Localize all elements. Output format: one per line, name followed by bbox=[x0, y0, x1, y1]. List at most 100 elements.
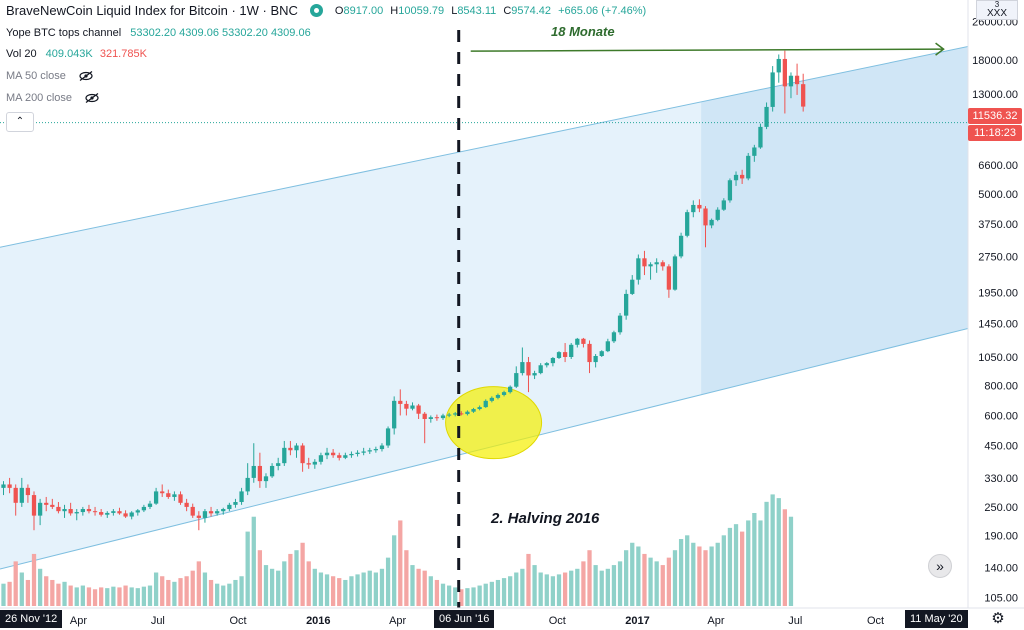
volume-bar bbox=[721, 535, 726, 606]
volume-bar bbox=[355, 574, 360, 606]
candle bbox=[361, 447, 366, 456]
volume-bar bbox=[282, 561, 287, 606]
price-tick-label: 800.00 bbox=[984, 380, 1018, 392]
volume-bar bbox=[569, 570, 574, 606]
time-tick-label: Jul bbox=[788, 615, 802, 627]
volume-bar bbox=[233, 579, 238, 606]
price-axis-top-tag[interactable]: 3 XXX bbox=[976, 0, 1018, 20]
candle bbox=[373, 446, 378, 453]
volume-bar bbox=[715, 542, 720, 606]
candle bbox=[422, 412, 427, 444]
volume-bar bbox=[99, 587, 104, 606]
volume-bar bbox=[770, 494, 775, 606]
volume-bar bbox=[86, 587, 92, 606]
scroll-to-realtime-button[interactable]: » bbox=[928, 554, 952, 578]
volume-bar bbox=[62, 581, 67, 606]
volume-bar bbox=[92, 589, 98, 606]
candle bbox=[477, 405, 482, 411]
volume-bar bbox=[648, 557, 653, 606]
volume-bar bbox=[330, 576, 336, 606]
volume-bar bbox=[691, 542, 696, 606]
volume-bar bbox=[202, 572, 208, 606]
candle bbox=[514, 366, 519, 389]
price-tick-label: 1050.00 bbox=[978, 352, 1018, 364]
candle bbox=[135, 509, 140, 516]
halving-annotation[interactable]: 2. Halving 2016 bbox=[491, 510, 600, 527]
volume-bar bbox=[306, 561, 311, 606]
months-arrow[interactable] bbox=[470, 42, 945, 56]
candle bbox=[599, 350, 604, 357]
candle bbox=[764, 102, 769, 130]
candle bbox=[367, 447, 372, 454]
indicator-ma50-row[interactable]: MA 50 close bbox=[6, 70, 93, 82]
eye-off-icon[interactable] bbox=[85, 93, 99, 104]
volume-bar bbox=[147, 585, 153, 606]
volume-bar bbox=[746, 520, 751, 606]
volume-bar bbox=[782, 509, 788, 606]
time-tick-label: Oct bbox=[867, 615, 884, 627]
candle bbox=[178, 491, 183, 505]
indicator-ma50-name: MA 50 close bbox=[6, 70, 66, 82]
candle bbox=[794, 63, 800, 95]
time-axis[interactable]: AprJulOct2016AprJulOct2017AprJulOct bbox=[70, 615, 884, 627]
ohlc-high-label: H bbox=[390, 4, 399, 17]
indicator-volume-row[interactable]: Vol 20 409.043K 321.785K bbox=[6, 48, 147, 60]
ohlc-high: 10059.79 bbox=[398, 4, 445, 17]
volume-bar bbox=[581, 561, 586, 606]
volume-bar bbox=[324, 574, 330, 606]
volume-bar bbox=[404, 550, 409, 606]
candle bbox=[666, 264, 672, 298]
candle bbox=[257, 452, 263, 488]
volume-bar bbox=[550, 576, 556, 606]
candle bbox=[233, 498, 238, 508]
candle bbox=[190, 503, 195, 518]
candle bbox=[56, 502, 61, 514]
bar-countdown-tag: 11:18:23 bbox=[968, 125, 1022, 141]
gear-icon[interactable]: ⚙ bbox=[991, 610, 1005, 627]
price-axis[interactable]: 105.00 140.00 190.00 250.00 330.00 450.00 600.… bbox=[972, 17, 1018, 605]
volume-bar bbox=[410, 565, 415, 606]
volume-bar bbox=[465, 588, 470, 606]
legend-header: BraveNewCoin Liquid Index for Bitcoin · … bbox=[6, 3, 650, 18]
volume-bar bbox=[739, 531, 745, 606]
volume-bar bbox=[440, 583, 446, 606]
volume-bar bbox=[685, 535, 690, 606]
volume-bar bbox=[593, 565, 598, 606]
candle bbox=[19, 477, 24, 507]
volume-bar bbox=[636, 546, 641, 606]
volume-bar bbox=[50, 579, 55, 606]
candle bbox=[727, 178, 733, 203]
candle bbox=[1, 481, 6, 496]
candle bbox=[654, 258, 659, 273]
months-annotation[interactable]: 18 Monate bbox=[551, 24, 615, 39]
candle bbox=[184, 498, 189, 512]
indicator-ma200-row[interactable]: MA 200 close bbox=[6, 92, 99, 104]
eye-off-icon[interactable] bbox=[79, 71, 93, 82]
legend-collapse-button[interactable]: ⌃ bbox=[6, 112, 34, 132]
candle bbox=[282, 440, 287, 466]
candle bbox=[495, 393, 501, 400]
price-axis-top-label: 3 bbox=[994, 0, 1000, 9]
market-status-icon[interactable] bbox=[309, 4, 323, 17]
price-tick-label: 450.00 bbox=[984, 441, 1018, 453]
candle bbox=[160, 484, 165, 497]
volume-bar bbox=[379, 568, 385, 606]
candle bbox=[392, 396, 397, 435]
candle bbox=[44, 496, 49, 512]
channel-upper-line[interactable] bbox=[0, 46, 968, 248]
volume-bar bbox=[416, 568, 421, 606]
candle bbox=[398, 389, 403, 416]
indicator-volume-name: Vol 20 bbox=[6, 48, 37, 60]
indicator-channel-row[interactable]: Yope BTC tops channel 53302.20 4309.06 5… bbox=[6, 27, 311, 39]
candle bbox=[337, 452, 342, 461]
candle bbox=[141, 504, 147, 513]
volume-bar bbox=[251, 516, 256, 606]
price-tick-label: 1450.00 bbox=[978, 318, 1018, 330]
symbol-title[interactable]: BraveNewCoin Liquid Index for Bitcoin · … bbox=[6, 3, 298, 18]
volume-bar bbox=[562, 572, 568, 606]
indicator-volume-value-2: 321.785K bbox=[99, 48, 147, 60]
volume-bar bbox=[68, 585, 73, 606]
volume-bar bbox=[245, 531, 250, 606]
candle bbox=[410, 402, 415, 411]
